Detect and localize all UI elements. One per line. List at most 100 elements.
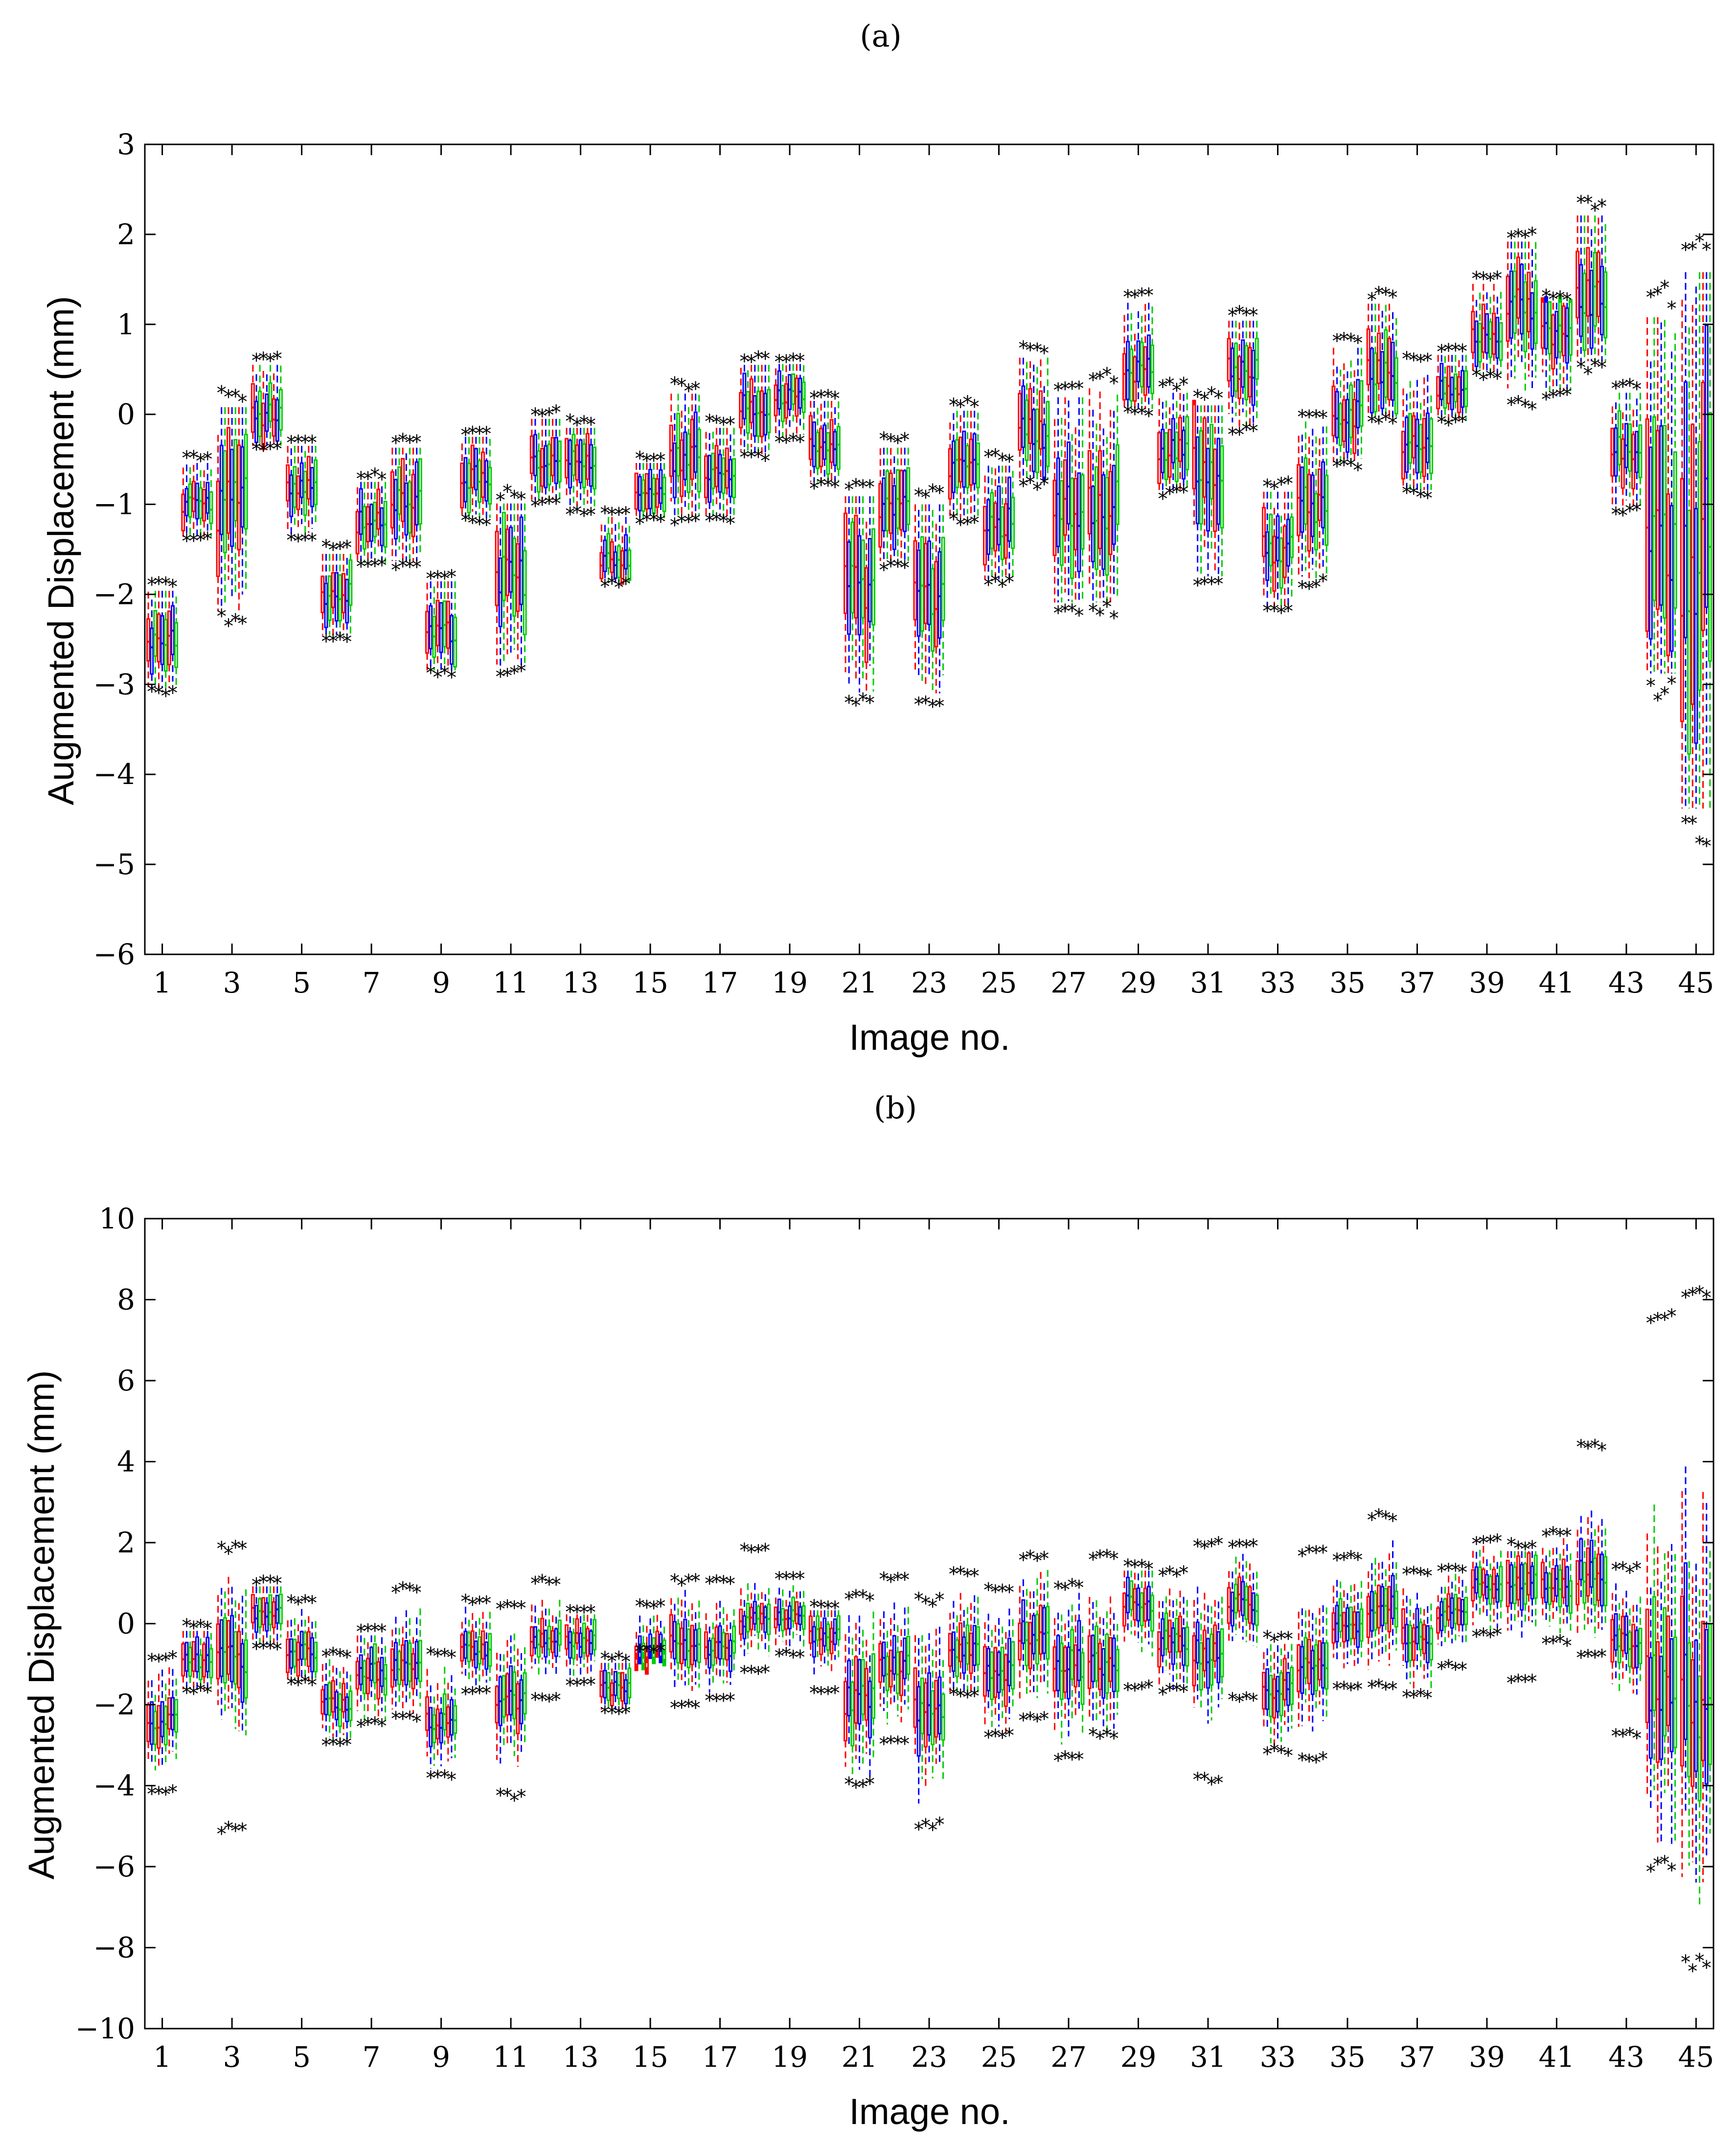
outlier-marker: *	[1548, 1523, 1558, 1546]
outlier-marker: *	[1249, 420, 1258, 443]
box	[1561, 305, 1566, 356]
outlier-marker: *	[1130, 1680, 1140, 1702]
outlier-marker: *	[475, 513, 484, 536]
box	[1509, 270, 1513, 339]
box	[1185, 1626, 1189, 1667]
outlier-marker: *	[391, 559, 401, 581]
outlier-marker: *	[1576, 1436, 1586, 1458]
box	[1694, 1640, 1698, 1772]
box	[1261, 1671, 1266, 1710]
outlier-marker: *	[1409, 1563, 1418, 1585]
outlier-marker: *	[468, 422, 478, 445]
box	[1471, 1569, 1475, 1601]
outlier-marker: *	[684, 511, 693, 534]
outlier-marker: *	[635, 447, 645, 470]
outlier-marker: *	[468, 1594, 478, 1617]
outlier-marker: *	[496, 666, 505, 689]
outlier-marker: *	[1485, 366, 1495, 389]
box	[1474, 320, 1479, 367]
box	[1394, 357, 1398, 415]
outlier-marker: *	[851, 1586, 861, 1609]
box	[383, 1664, 388, 1696]
box	[1523, 281, 1528, 352]
outlier-marker: *	[1249, 1535, 1258, 1558]
box	[903, 470, 907, 532]
box	[320, 576, 325, 613]
chart-panel-b: (b) ************************************…	[21, 1090, 1714, 2132]
box	[951, 1631, 956, 1672]
outlier-marker: *	[551, 493, 561, 515]
outlier-marker: *	[1388, 1678, 1398, 1701]
outlier-marker: *	[844, 479, 854, 501]
box	[1056, 457, 1060, 548]
outlier-marker: *	[711, 412, 721, 434]
box	[704, 1631, 708, 1660]
box	[523, 550, 527, 635]
box	[899, 470, 903, 531]
outlier-marker: *	[1374, 1675, 1384, 1698]
outlier-marker: *	[1228, 1689, 1237, 1711]
outlier-marker: *	[1388, 286, 1398, 309]
outlier-marker: *	[928, 1819, 937, 1842]
outlier-marker: *	[1695, 230, 1705, 253]
outlier-marker: *	[1234, 1691, 1244, 1713]
box	[620, 550, 625, 585]
box	[1059, 480, 1064, 566]
outlier-marker: *	[795, 1568, 805, 1590]
outlier-marker: *	[258, 348, 268, 371]
outlier-marker: *	[719, 510, 729, 533]
outlier-marker: *	[816, 1596, 826, 1619]
box	[822, 1617, 827, 1647]
box	[408, 1642, 412, 1682]
outlier-marker: *	[293, 432, 303, 454]
box	[1150, 345, 1154, 394]
outlier-marker: *	[1388, 413, 1398, 435]
y-tick-label: −8	[93, 1931, 136, 1964]
outlier-marker: *	[321, 630, 331, 653]
outlier-marker: *	[1207, 383, 1216, 406]
outlier-marker: *	[851, 1777, 861, 1800]
outlier-marker: *	[1402, 1564, 1412, 1586]
outlier-marker: *	[1165, 1562, 1175, 1585]
box	[937, 551, 942, 639]
y-tick-label: 0	[117, 1607, 135, 1641]
outlier-marker: *	[1681, 1951, 1690, 1974]
outlier-marker: *	[1416, 1685, 1426, 1708]
outlier-marker: *	[1485, 1626, 1495, 1649]
box	[662, 1640, 666, 1666]
outlier-marker: *	[921, 486, 931, 509]
box	[373, 501, 377, 537]
outlier-marker: *	[1632, 1558, 1642, 1580]
box	[1025, 1621, 1029, 1666]
outlier-marker: *	[858, 1586, 868, 1609]
box	[913, 1667, 917, 1728]
outlier-marker: *	[1416, 1564, 1426, 1586]
outlier-marker: *	[1130, 1556, 1140, 1579]
outlier-marker: *	[1583, 1437, 1593, 1460]
outlier-marker: *	[949, 394, 959, 417]
y-tick-label: −10	[75, 2012, 135, 2045]
outlier-marker: *	[1472, 1626, 1482, 1648]
outlier-marker: *	[1681, 812, 1690, 834]
outlier-marker: *	[1095, 1728, 1105, 1751]
outlier-marker: *	[719, 414, 729, 437]
box	[1356, 1611, 1360, 1648]
box	[1439, 1601, 1444, 1631]
outlier-marker: *	[273, 1639, 282, 1661]
box	[1558, 296, 1562, 353]
x-tick-label: 13	[563, 2040, 599, 2074]
box	[861, 1659, 865, 1715]
x-tick-label: 35	[1329, 966, 1366, 999]
outlier-marker: *	[1339, 329, 1349, 351]
outlier-marker: *	[879, 559, 889, 581]
outlier-marker: *	[1165, 483, 1175, 506]
outlier-marker: *	[844, 692, 854, 714]
box	[1530, 292, 1534, 350]
box	[850, 1681, 855, 1747]
outlier-marker: *	[1304, 1542, 1314, 1564]
outlier-marker: *	[1660, 683, 1669, 706]
box	[962, 430, 966, 488]
outlier-marker: *	[970, 1565, 980, 1588]
box	[550, 437, 555, 476]
x-tick-label: 1	[153, 966, 171, 999]
